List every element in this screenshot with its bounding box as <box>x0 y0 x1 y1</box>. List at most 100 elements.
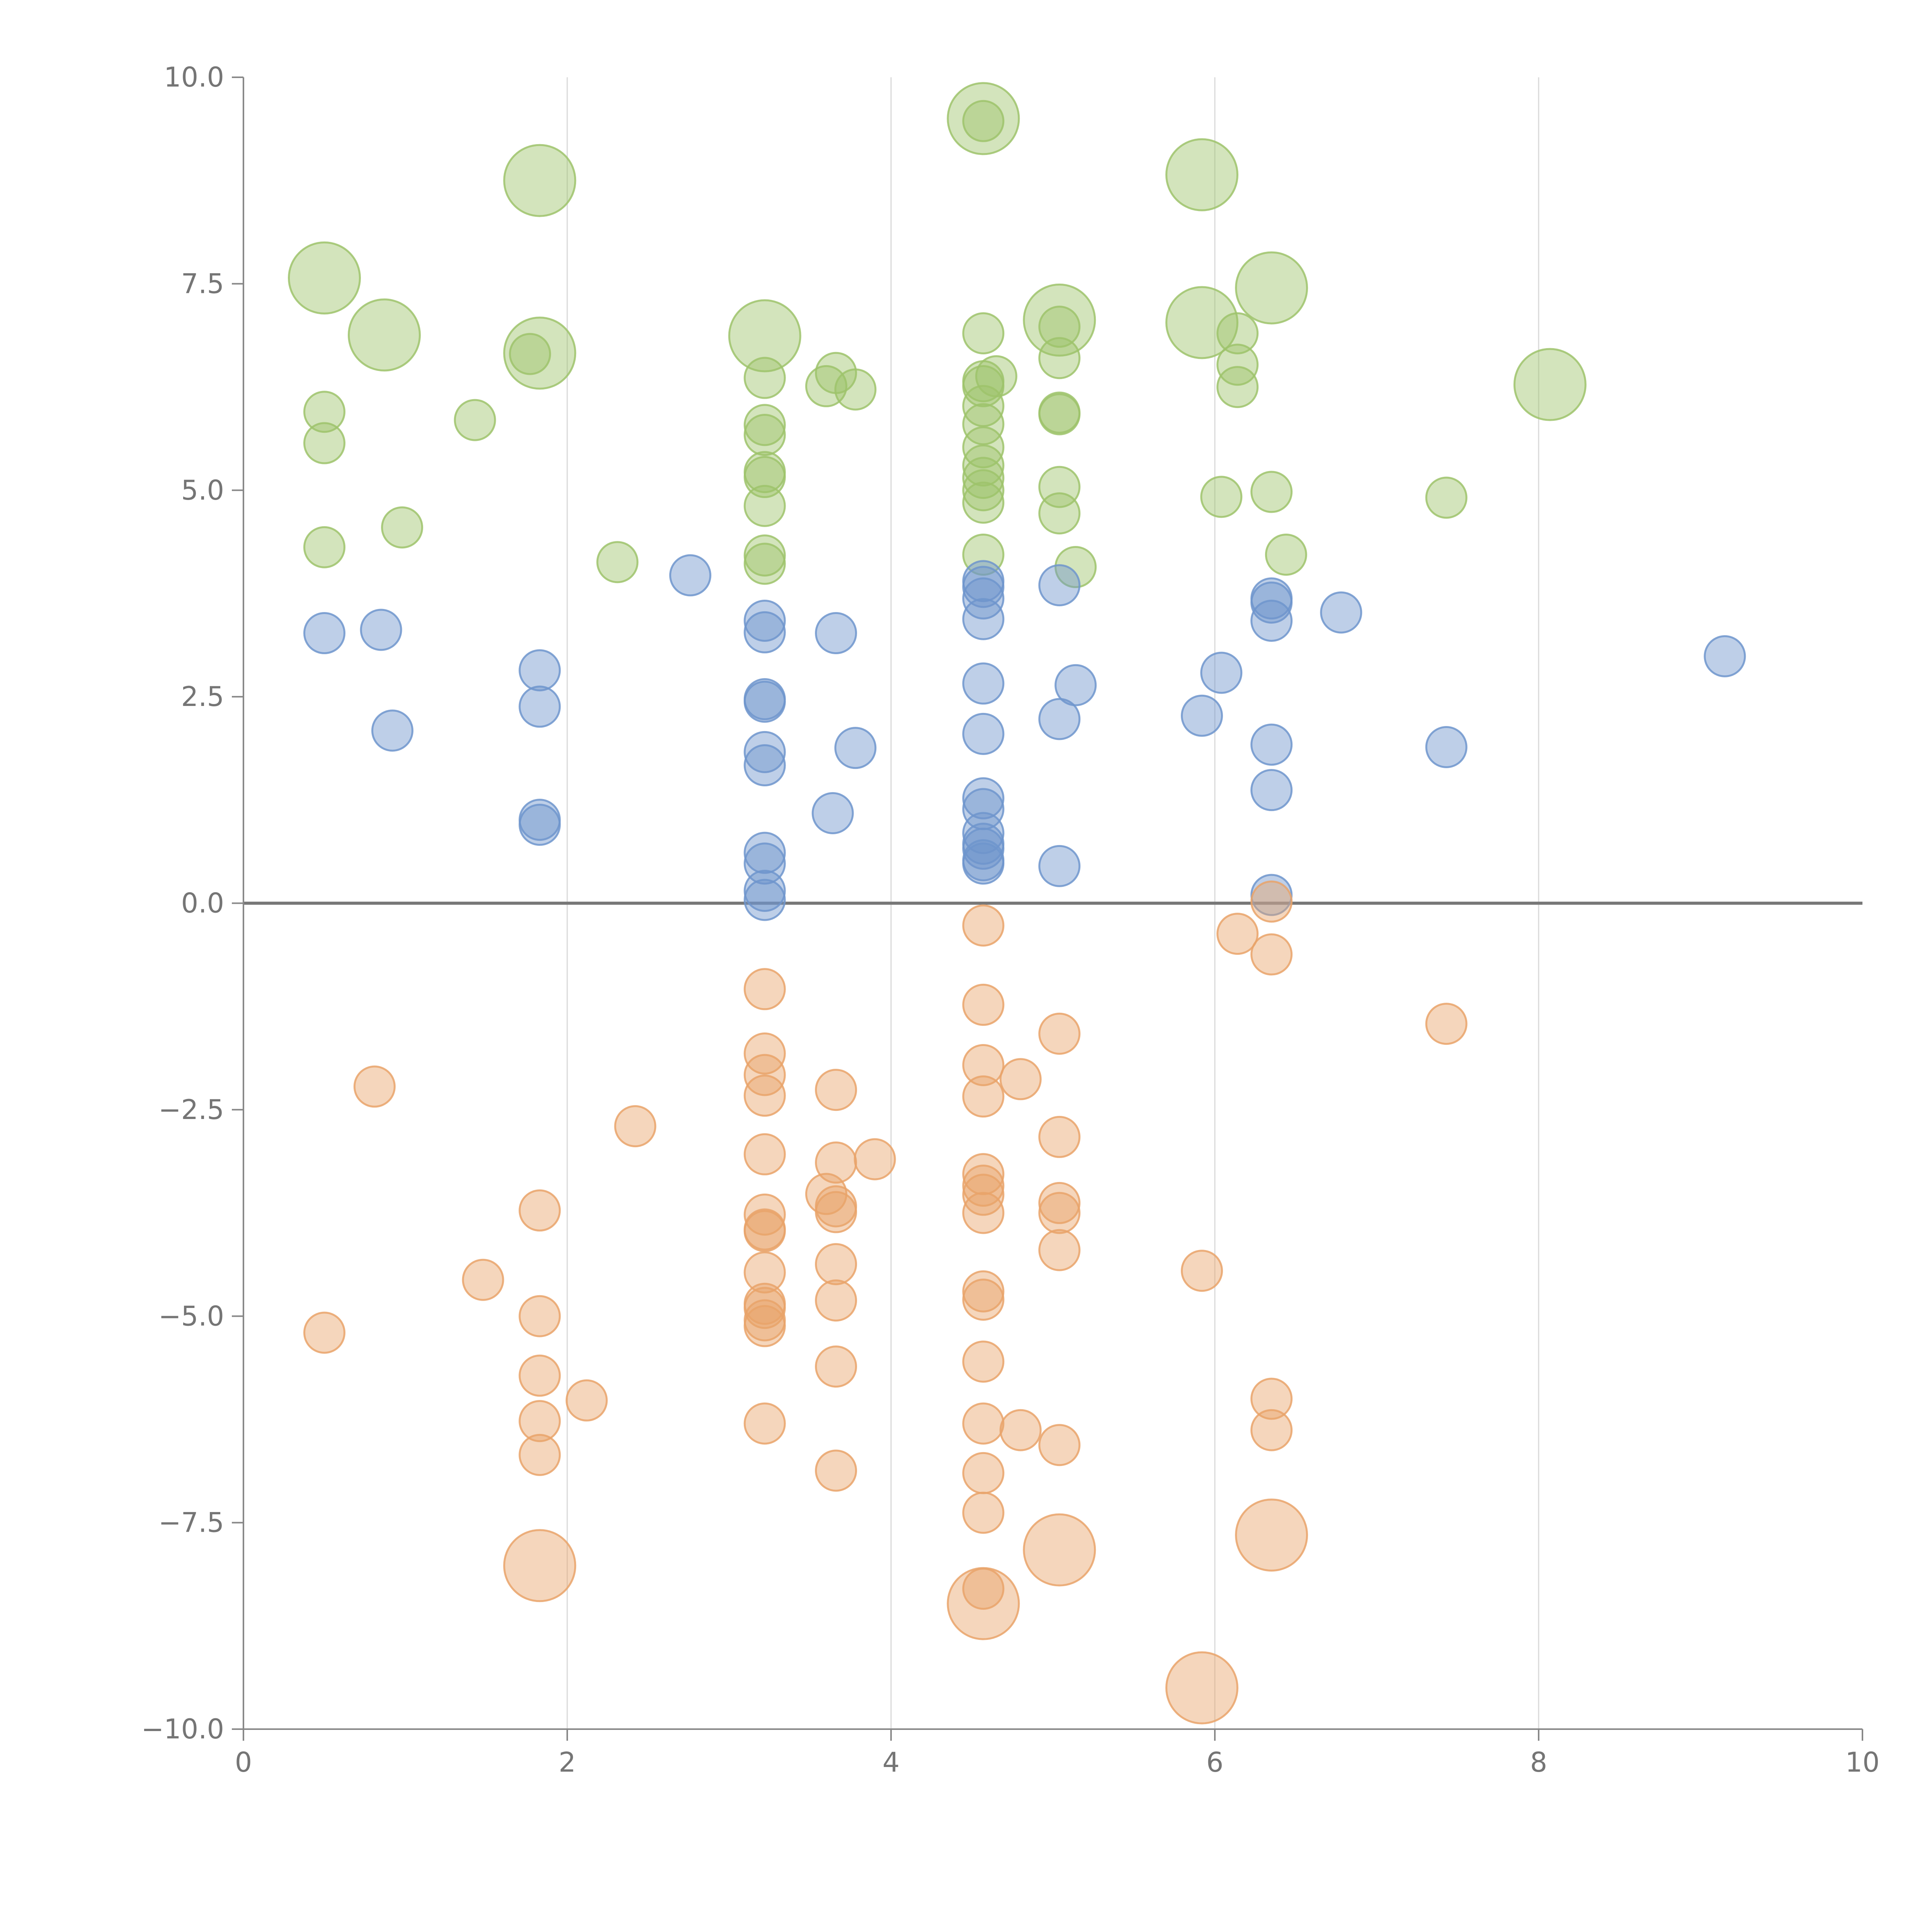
data-point-orange <box>962 1192 1005 1234</box>
x-tick-label: 4 <box>883 1747 900 1778</box>
data-point-green <box>1200 476 1243 518</box>
data-point-green <box>288 241 361 315</box>
data-point-orange <box>815 1279 857 1322</box>
data-point-green <box>975 355 1017 398</box>
data-point-blue <box>1180 694 1223 737</box>
x-tick-label: 0 <box>235 1747 252 1778</box>
data-point-blue <box>962 827 1005 870</box>
data-point-orange <box>815 1141 857 1184</box>
data-point-green <box>1038 492 1081 535</box>
data-point-green <box>596 541 639 583</box>
data-point-blue <box>1320 591 1362 634</box>
data-point-green <box>1235 251 1308 325</box>
data-point-green <box>962 403 1005 446</box>
data-point-orange <box>999 1058 1042 1100</box>
data-point-green <box>1165 138 1238 211</box>
data-point-orange <box>303 1311 345 1354</box>
data-point-green <box>743 485 786 527</box>
x-tick-label: 6 <box>1206 1747 1224 1778</box>
data-point-orange <box>1038 1012 1081 1055</box>
data-point-orange <box>1038 1424 1081 1466</box>
data-point-blue <box>519 803 561 846</box>
data-point-green <box>962 469 1005 512</box>
data-point-orange <box>962 1492 1005 1534</box>
data-point-green <box>503 144 577 217</box>
data-point-orange <box>1250 1409 1293 1451</box>
data-point-green <box>1165 286 1238 359</box>
data-point-orange <box>962 983 1005 1026</box>
data-point-green <box>381 506 423 549</box>
data-point-green <box>1038 337 1081 379</box>
data-point-orange <box>962 1340 1005 1383</box>
data-point-blue <box>743 832 786 874</box>
data-point-green <box>303 422 345 464</box>
data-point-green <box>1265 533 1307 576</box>
data-point-blue <box>962 713 1005 755</box>
data-point-orange <box>815 1243 857 1286</box>
axes <box>232 77 1863 1741</box>
data-point-green <box>1216 312 1259 355</box>
x-tick-label: 2 <box>559 1747 576 1778</box>
data-point-orange <box>815 1069 857 1111</box>
y-tick-label: 10.0 <box>164 61 224 93</box>
data-point-green <box>962 481 1005 524</box>
data-point-green <box>728 299 801 372</box>
data-point-orange <box>743 1287 786 1329</box>
data-point-blue <box>962 598 1005 640</box>
data-point-blue <box>811 792 854 835</box>
data-point-blue <box>743 879 786 921</box>
data-point-orange <box>743 1305 786 1347</box>
data-point-orange <box>743 1193 786 1236</box>
data-point-orange <box>353 1065 396 1108</box>
data-point-orange <box>1235 1498 1308 1572</box>
data-point-orange <box>962 1044 1005 1086</box>
data-point-blue <box>1250 581 1293 624</box>
data-point-orange <box>743 1032 786 1075</box>
data-point-orange <box>962 1402 1005 1445</box>
data-point-green <box>834 368 877 411</box>
data-point-blue <box>1704 635 1746 677</box>
data-point-green <box>947 82 1020 155</box>
data-point-green <box>1216 344 1259 386</box>
data-point-green <box>454 399 496 441</box>
data-point-orange <box>1180 1250 1223 1292</box>
y-tick-label: 5.0 <box>181 474 224 506</box>
data-points <box>288 82 1746 1725</box>
data-point-blue <box>962 566 1005 608</box>
y-tick-label: −5.0 <box>158 1300 224 1332</box>
x-tick-label: 8 <box>1530 1747 1548 1778</box>
data-point-blue <box>1250 769 1293 811</box>
y-tick-label: −2.5 <box>158 1094 224 1126</box>
data-point-blue <box>1038 564 1081 607</box>
data-point-orange <box>962 1279 1005 1321</box>
data-point-orange <box>962 1452 1005 1494</box>
data-point-orange <box>815 1191 857 1233</box>
data-point-blue <box>743 744 786 787</box>
data-point-green <box>1250 471 1293 513</box>
data-point-green <box>509 333 551 375</box>
data-point-orange <box>815 1449 857 1492</box>
data-point-orange <box>1216 913 1259 955</box>
data-point-orange <box>1038 1116 1081 1158</box>
data-point-green <box>743 414 786 456</box>
y-tick-label: 0.0 <box>181 888 224 919</box>
data-point-blue <box>743 680 786 723</box>
data-point-orange <box>1038 1229 1081 1271</box>
data-point-orange <box>519 1189 561 1232</box>
data-point-orange <box>1425 1003 1468 1045</box>
data-point-orange <box>1038 1192 1081 1234</box>
data-point-orange <box>962 1568 1005 1610</box>
data-point-orange <box>743 1133 786 1175</box>
data-point-orange <box>1250 933 1293 976</box>
data-point-blue <box>519 685 561 728</box>
data-point-green <box>962 100 1005 142</box>
data-point-green <box>1054 546 1097 588</box>
data-point-blue <box>371 709 413 752</box>
data-point-green <box>303 391 345 433</box>
data-point-orange <box>743 1402 786 1445</box>
data-point-green <box>962 444 1005 487</box>
data-point-blue <box>1038 845 1081 887</box>
data-point-green <box>1038 306 1081 348</box>
data-point-green <box>1513 348 1587 421</box>
